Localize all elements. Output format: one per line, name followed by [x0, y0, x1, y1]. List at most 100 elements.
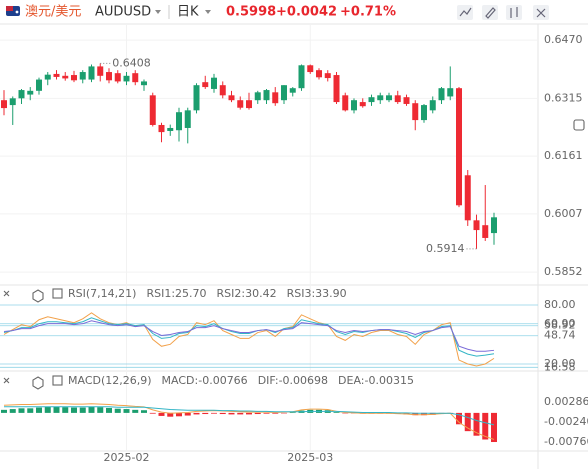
candle-body — [79, 72, 86, 80]
indicator-line — [3, 317, 495, 357]
dropdown-arrow[interactable] — [205, 10, 211, 14]
y-tick-label: 0.5852 — [544, 265, 583, 278]
candle-body — [1, 100, 7, 109]
y-tick-label: -0.00766 — [544, 435, 588, 448]
candle-body — [351, 100, 357, 111]
macd-bar — [53, 406, 60, 413]
settings-icon[interactable] — [32, 376, 44, 390]
candle-body — [342, 95, 349, 111]
candle-body — [9, 98, 16, 106]
candle-body — [106, 72, 112, 81]
toolbar — [457, 5, 549, 20]
macd-bar — [1, 409, 7, 413]
macd-bar — [281, 412, 287, 414]
side-icon[interactable] — [573, 119, 585, 131]
y-tick-label: 0.00286 — [544, 395, 588, 408]
candle-body — [184, 110, 191, 128]
macd-bar — [184, 412, 191, 416]
candle-body — [316, 70, 322, 78]
macd-bar — [141, 410, 147, 413]
macd-bar — [412, 412, 419, 416]
macd-bar — [482, 412, 489, 440]
candle-body — [141, 81, 147, 86]
toggle-icon[interactable] — [52, 288, 63, 299]
toggle-icon[interactable] — [52, 375, 63, 386]
candle-body — [97, 66, 104, 76]
tool-type[interactable] — [506, 5, 522, 20]
candle-body — [359, 102, 366, 107]
close-icon[interactable] — [3, 290, 10, 297]
candle-body — [36, 79, 42, 91]
y-tick-label: 48.74 — [544, 329, 576, 342]
macd-bar — [27, 408, 34, 413]
candle-body — [272, 92, 279, 104]
pair-symbol[interactable]: AUDUSD — [95, 5, 151, 20]
y-tick-label: 0.6470 — [544, 33, 583, 46]
macd-bar — [211, 412, 217, 414]
macd-bar — [473, 412, 480, 436]
candle-body — [18, 90, 25, 99]
macd-bar — [456, 412, 462, 425]
candle-body — [132, 73, 139, 83]
macd-bar — [202, 412, 209, 415]
macd-bar — [246, 412, 252, 415]
dropdown-arrow[interactable] — [155, 10, 161, 14]
macd-bar — [79, 407, 86, 413]
macd-bar — [193, 412, 200, 415]
close-icon[interactable] — [3, 377, 10, 384]
candle-body — [246, 100, 252, 109]
last-price: 0.5998 — [226, 5, 276, 20]
legend-entry: RSI2:30.42 — [217, 287, 277, 300]
candle-body — [456, 88, 462, 206]
candle-body — [123, 75, 130, 82]
x-tick-label: 2025-02 — [104, 451, 150, 464]
candle-body — [333, 75, 340, 103]
candle-body — [237, 100, 244, 108]
tool-indicators-icon — [459, 7, 472, 17]
y-tick-label: 80.00 — [544, 298, 576, 311]
macd-bar — [263, 412, 270, 414]
macd-bar — [36, 407, 42, 413]
legend-entry: RSI1:25.70 — [146, 287, 206, 300]
panel-icons — [3, 119, 585, 390]
y-tick-label: 0.6315 — [544, 91, 583, 104]
candle-body — [44, 74, 51, 80]
macd-bar — [123, 409, 130, 413]
indicator-line — [3, 320, 495, 352]
candle-body — [114, 73, 121, 82]
macd-bar — [228, 412, 235, 415]
legend-entry: RSI3:33.90 — [287, 287, 347, 300]
y-tick-label: 60.90 — [544, 317, 576, 330]
macd-bar — [9, 409, 16, 413]
tool-draw[interactable] — [482, 5, 498, 20]
macd-bar — [254, 412, 261, 415]
price-change-pct: +0.71% — [340, 5, 396, 20]
candle-body — [193, 85, 200, 111]
macd-bar — [18, 408, 25, 413]
macd-bar — [421, 412, 427, 416]
annotation-label: 0.6408 — [112, 56, 151, 69]
candle-body — [298, 65, 305, 89]
candle-body — [482, 225, 489, 238]
macd-bar — [97, 407, 104, 413]
pair-name[interactable]: 澳元/美元 — [25, 4, 81, 20]
macd-bar — [44, 406, 51, 413]
candle-body — [158, 124, 165, 133]
candle-body — [27, 90, 34, 95]
candle-body — [464, 175, 471, 221]
candle-body — [438, 88, 445, 101]
macd-bar — [62, 407, 69, 413]
indicator-title: RSI(7,14,21) — [68, 287, 136, 300]
tool-type-icon — [510, 7, 518, 18]
period[interactable]: 日K — [177, 5, 199, 20]
candle-body — [263, 90, 270, 101]
indicator-line — [3, 312, 495, 367]
candle-body — [219, 85, 226, 96]
macd-bar — [333, 412, 340, 413]
macd-bar — [342, 412, 349, 414]
candle-body — [473, 220, 480, 231]
macd-bar — [106, 407, 112, 413]
settings-icon[interactable] — [32, 289, 44, 303]
y-tick-label: -0.00240 — [544, 415, 588, 428]
candle-body — [412, 103, 419, 121]
